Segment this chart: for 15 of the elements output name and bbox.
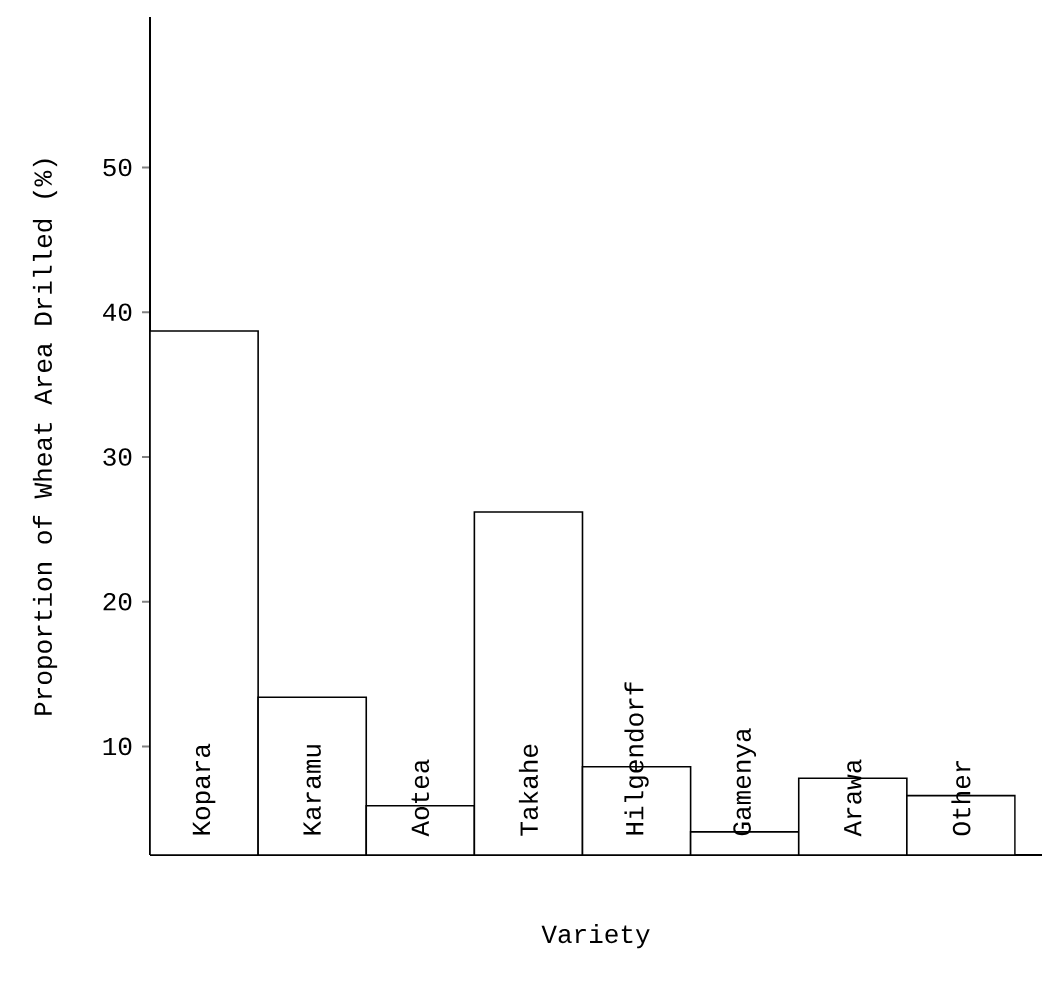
x-tick-label: Aotea: [411, 759, 430, 837]
x-tick-label: Other: [951, 760, 971, 836]
x-tick-label: Gamenya: [733, 728, 757, 836]
y-tick-label: 40: [103, 303, 132, 322]
y-tick-label: 10: [103, 737, 132, 756]
y-axis-title: Proportion of Wheat Area Drilled (%): [32, 159, 58, 715]
x-tick-label: Hilgendorf: [624, 682, 649, 835]
x-tick-label: Takahe: [518, 744, 538, 836]
x-axis-title: Variety: [541, 924, 650, 949]
y-tick-label: 50: [103, 158, 132, 177]
y-tick-label: 20: [103, 592, 132, 611]
x-tick-label: Karamu: [303, 745, 321, 835]
x-tick-label: Arawa: [844, 759, 862, 837]
x-tick-label: Kopara: [192, 743, 216, 835]
y-tick-label: 30: [103, 448, 132, 466]
